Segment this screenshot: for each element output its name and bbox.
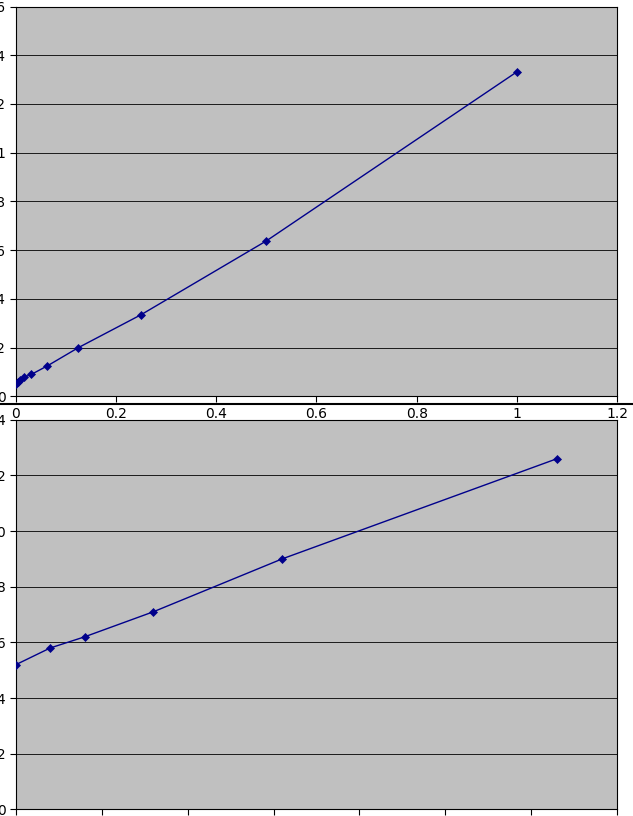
X-axis label: Uric Acid (mM): Uric Acid (mM) [254,426,379,441]
